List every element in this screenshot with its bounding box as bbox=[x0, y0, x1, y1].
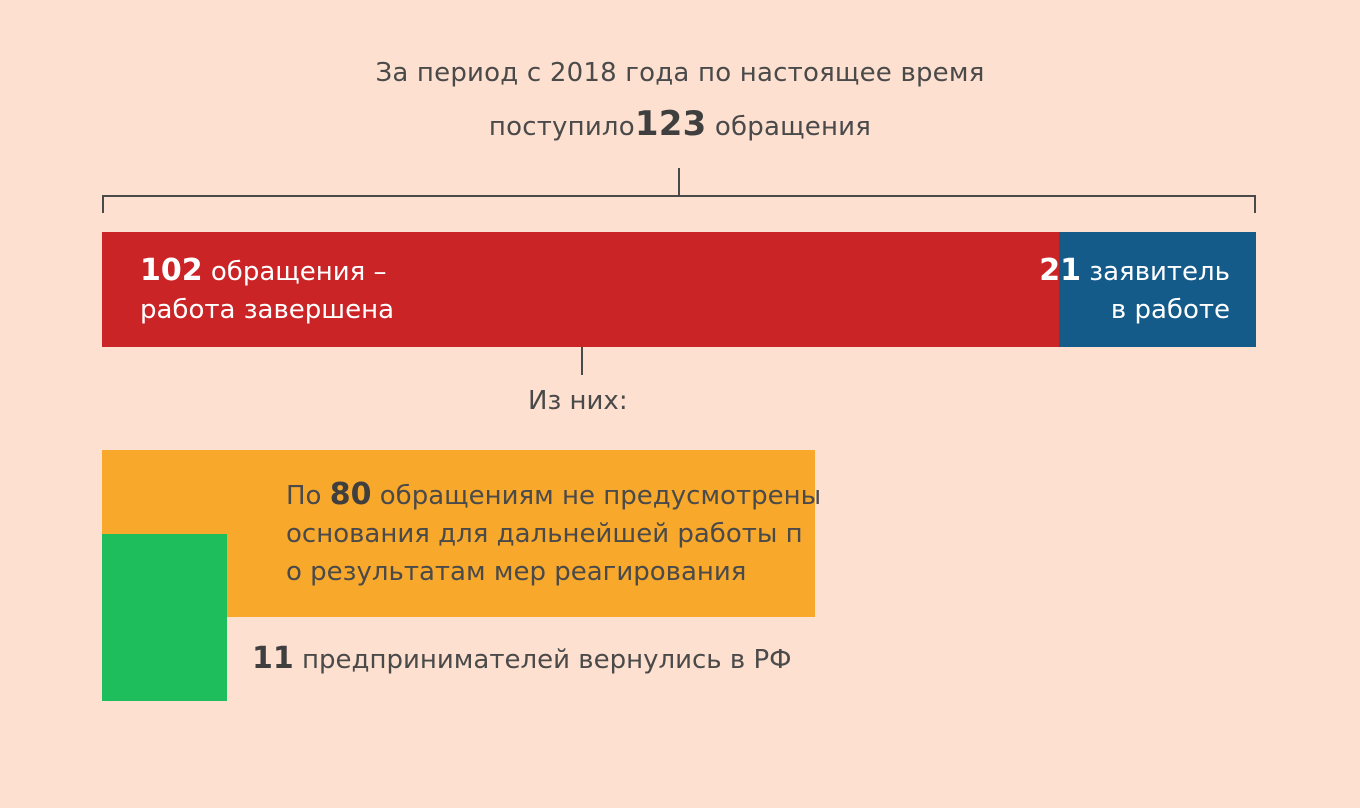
in-progress-count: 21 bbox=[1039, 253, 1082, 288]
bracket-left-tick bbox=[102, 195, 104, 213]
completed-label-line1: обращения – bbox=[202, 257, 387, 287]
header-line-2: поступило123 обращения bbox=[0, 104, 1360, 144]
in-progress-label-line2: в работе bbox=[1110, 295, 1230, 325]
no-grounds-text: По 80 обращениям не предусмотрены основа… bbox=[286, 476, 821, 591]
completed-count: 102 bbox=[140, 253, 203, 288]
returned-label: предпринимателей вернулись в РФ bbox=[293, 645, 792, 675]
no-grounds-prefix: По bbox=[286, 481, 330, 511]
header-prefix: поступило bbox=[488, 112, 635, 142]
header-suffix: обращения bbox=[706, 112, 872, 142]
in-progress-label: 21 заявитель в работе bbox=[1039, 252, 1230, 329]
no-grounds-line1: обращениям не предусмотрены bbox=[371, 481, 822, 511]
in-progress-segment-bar: 21 заявитель в работе bbox=[1039, 232, 1256, 347]
no-grounds-line3: о результатам мер реагирования bbox=[286, 557, 747, 587]
breakdown-label: Из них: bbox=[528, 386, 628, 416]
no-grounds-line2: основания для дальнейшей работы п bbox=[286, 519, 803, 549]
bracket-bar bbox=[102, 195, 1256, 197]
total-count: 123 bbox=[634, 104, 707, 144]
completed-label: 102 обращения – работа завершена bbox=[140, 252, 394, 329]
header-line-1: За период с 2018 года по настоящее время bbox=[375, 58, 985, 88]
breakdown-connector bbox=[581, 347, 583, 375]
returned-text: 11 предпринимателей вернулись в РФ bbox=[252, 641, 792, 676]
no-grounds-count: 80 bbox=[329, 477, 372, 512]
bracket-stem bbox=[678, 168, 680, 196]
returned-count: 11 bbox=[252, 641, 294, 676]
in-progress-label-line1: заявитель bbox=[1081, 257, 1230, 287]
no-grounds-bar: По 80 обращениям не предусмотрены основа… bbox=[102, 450, 821, 617]
returned-bar bbox=[102, 534, 227, 701]
completed-label-line2: работа завершена bbox=[140, 295, 395, 325]
bracket-right-tick bbox=[1254, 195, 1256, 213]
completed-segment-bar: 102 обращения – работа завершена bbox=[102, 232, 1059, 347]
